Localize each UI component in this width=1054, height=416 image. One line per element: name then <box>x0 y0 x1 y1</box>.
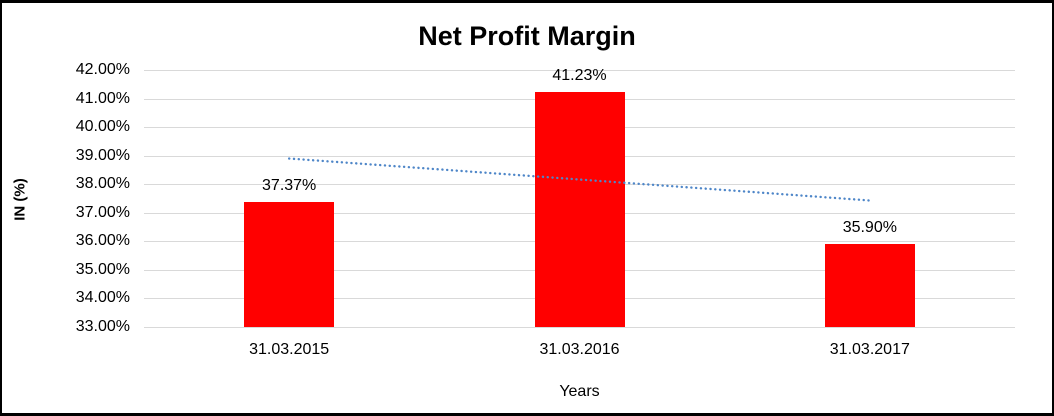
y-tick-label: 33.00% <box>75 318 130 335</box>
data-label: 35.90% <box>842 219 897 237</box>
gridline <box>144 70 1015 71</box>
bar-31.03.2017 <box>824 244 915 327</box>
data-label: 37.37% <box>262 177 317 195</box>
data-label: 41.23% <box>552 66 607 84</box>
y-axis-title: IN (%) <box>11 178 29 221</box>
bar-31.03.2015 <box>244 202 335 327</box>
x-axis-title: Years <box>559 383 600 400</box>
x-tick-label: 31.03.2016 <box>539 341 620 358</box>
y-tick-label: 37.00% <box>75 203 130 221</box>
y-tick-label: 40.00% <box>75 118 130 136</box>
x-tick-label: 31.03.2017 <box>829 341 910 358</box>
y-tick-label: 35.00% <box>75 260 130 278</box>
y-tick-label: 34.00% <box>75 289 130 307</box>
gridline <box>144 327 1015 328</box>
x-tick-label: 31.03.2015 <box>249 341 330 358</box>
y-tick-label: 38.00% <box>75 175 130 193</box>
chart-title: Net Profit Margin <box>418 21 636 51</box>
y-tick-label: 39.00% <box>75 146 130 164</box>
y-tick-label: 36.00% <box>75 232 130 250</box>
y-tick-label: 41.00% <box>75 89 130 107</box>
y-tick-label: 42.00% <box>75 61 130 78</box>
bar-31.03.2016 <box>534 91 625 327</box>
